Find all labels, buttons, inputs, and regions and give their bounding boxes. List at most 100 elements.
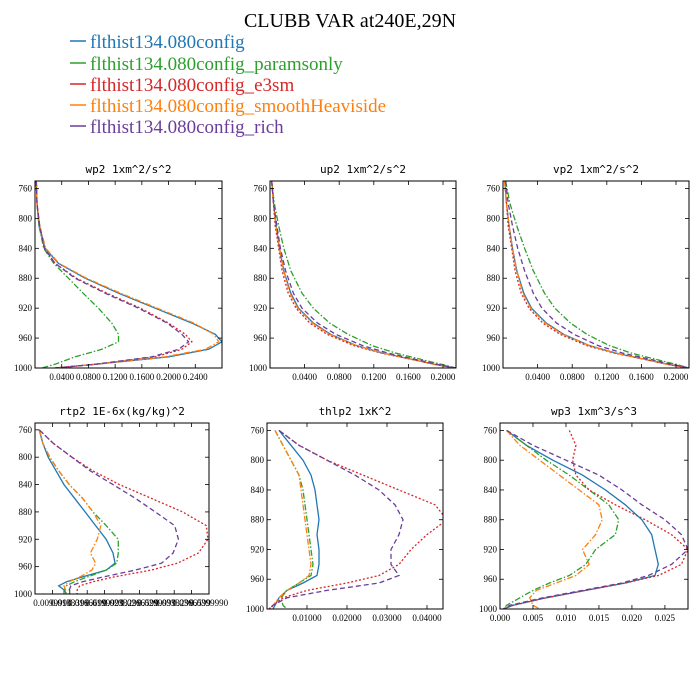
- panel-2-frame: [502, 180, 690, 369]
- panel-0-frame: [34, 180, 223, 369]
- panel-3-xtick-label-6: 0.0299999: [138, 598, 177, 608]
- legend-label-0: flthist134.080config: [90, 32, 245, 53]
- panel-3-line-0: [38, 429, 116, 594]
- panel-0-xtick-label-3: 0.1600: [129, 372, 154, 382]
- panel-2-ytick-label-2: 840: [487, 243, 501, 253]
- panel-0-series: [35, 181, 222, 368]
- panel-3-ytick-label-6: 1000: [14, 589, 33, 599]
- panel-0-xtick-label-5: 0.2400: [183, 372, 208, 382]
- panel-3-xtick-label-1: 0.0133399: [51, 598, 90, 608]
- panel-2-xtick-label-3: 0.1600: [629, 372, 654, 382]
- panel-0-line-1: [35, 181, 120, 368]
- panel-1-line-4: [271, 181, 456, 368]
- panel-0-xtick-label-4: 0.2000: [156, 372, 181, 382]
- panel-0-line-2: [35, 181, 193, 368]
- panel-3-line-4: [38, 429, 180, 594]
- panel-5-line-2: [503, 430, 688, 609]
- panel-0: wp2 1xm^2/s^2 760 800 840 880 920 960 1000 0.040…: [14, 163, 223, 382]
- panel-2-line-2: [504, 181, 689, 368]
- panel-5-series: [502, 429, 688, 609]
- panel-2-title: vp2 1xm^2/s^2: [553, 163, 639, 176]
- panel-2-line-3: [504, 181, 689, 368]
- panel-0-ytick-label-4: 920: [19, 303, 33, 313]
- panel-1-ytick-label-0: 760: [254, 183, 268, 193]
- panel-0-ytick-label-5: 960: [19, 333, 33, 343]
- panel-3-ytick-label-0: 760: [19, 425, 33, 435]
- legend-entry-3: flthist134.080config_smoothHeaviside: [70, 96, 386, 117]
- panel-5-line-1: [502, 429, 620, 609]
- panel-0-line-3: [35, 181, 220, 368]
- panel-3-xtick-label-2: 0.0166699: [68, 598, 107, 608]
- panel-5-xtick-label-2: 0.010: [556, 613, 577, 623]
- panel-1-ytick-label-3: 880: [254, 273, 268, 283]
- panel-4-xtick-label-3: 0.04000: [412, 613, 442, 623]
- panel-2-xtick-label-4: 0.2000: [664, 372, 689, 382]
- panel-2-ytick-label-1: 800: [487, 213, 501, 223]
- panel-1-xtick-label-4: 0.2000: [431, 372, 456, 382]
- panel-5-ytick-label-5: 960: [484, 574, 498, 584]
- legend-entry-2: flthist134.080config_e3sm: [70, 75, 294, 96]
- panel-4-ytick-label-1: 800: [251, 455, 265, 465]
- panel-5-line-3: [506, 429, 603, 609]
- panel-3-xtick-label-4: 0.0233299: [103, 598, 142, 608]
- panel-2-line-4: [504, 181, 689, 368]
- panel-4-xtick-label-1: 0.02000: [332, 613, 362, 623]
- panel-5-ytick-label-2: 840: [484, 485, 498, 495]
- panel-5-ytick-label-6: 1000: [479, 604, 498, 614]
- panel-1-line-2: [271, 181, 456, 368]
- panel-4-line-0: [272, 429, 320, 609]
- panel-2-xtick-label-2: 0.1200: [594, 372, 619, 382]
- panel-5-ytick-label-1: 800: [484, 455, 498, 465]
- panel-4-ytick-label-3: 880: [251, 515, 265, 525]
- panel-5-ytick-label-3: 880: [484, 515, 498, 525]
- panel-5-xtick-label-5: 0.025: [655, 613, 676, 623]
- panel-1-line-1: [271, 181, 456, 368]
- panel-5-xtick-label-1: 0.005: [523, 613, 544, 623]
- panel-2-xtick-label-1: 0.0800: [560, 372, 585, 382]
- panel-5-xtick-label-3: 0.015: [589, 613, 610, 623]
- panel-5-ytick-label-4: 920: [484, 544, 498, 554]
- panel-2-series: [504, 181, 689, 368]
- panel-5: wp3 1xm^3/s^3 760 800 840 880 920 960 10000.000…: [479, 405, 689, 623]
- panel-3-line-1: [38, 429, 119, 594]
- panel-5-xtick-label-0: 0.000: [490, 613, 511, 623]
- legend-label-1: flthist134.080config_paramsonly: [90, 54, 343, 75]
- panels: wp2 1xm^2/s^2 760 800 840 880 920 960 1000 0.040…: [14, 163, 690, 623]
- panel-0-xtick-label-0: 0.0400: [49, 372, 74, 382]
- panel-1-ytick-label-5: 960: [254, 333, 268, 343]
- panel-3: rtp2 1E-6x(kg/kg)^2 760 800 840 880 920 960 100…: [14, 405, 229, 608]
- panel-3-series: [38, 429, 209, 594]
- panel-3-ytick-label-5: 960: [19, 562, 33, 572]
- panel-4: thlp2 1xK^2 760 800 840 880 920 960 1000 0.01000…: [246, 405, 444, 623]
- panel-1-ytick-label-2: 840: [254, 243, 268, 253]
- panel-4-ytick-label-4: 920: [251, 544, 265, 554]
- panel-0-ytick-label-3: 880: [19, 273, 33, 283]
- panel-2: vp2 1xm^2/s^2 760 800 840 880 920 960 1000 0.040…: [482, 163, 690, 382]
- panel-4-frame: [266, 422, 444, 610]
- panel-3-xtick-label-0: 0.0099990: [33, 598, 72, 608]
- panel-4-line-3: [270, 430, 312, 609]
- panel-3-line-2: [38, 429, 209, 594]
- panel-0-title: wp2 1xm^2/s^2: [85, 163, 171, 176]
- panel-5-frame: [499, 422, 689, 610]
- panel-2-ytick-label-4: 920: [487, 303, 501, 313]
- panel-1-title: up2 1xm^2/s^2: [320, 163, 406, 176]
- panel-4-ytick-label-2: 840: [251, 485, 265, 495]
- panel-0-ytick-label-6: 1000: [14, 363, 33, 373]
- panel-4-line-1: [274, 430, 314, 609]
- panel-3-ytick-label-3: 880: [19, 507, 33, 517]
- panel-4-xtick-label-2: 0.03000: [372, 613, 402, 623]
- panel-3-ytick-label-2: 840: [19, 480, 33, 490]
- panel-0-xtick-label-1: 0.0800: [76, 372, 101, 382]
- panel-2-line-0: [504, 181, 689, 368]
- panel-3-ytick-label-1: 800: [19, 452, 33, 462]
- panel-1-xtick-label-0: 0.0400: [292, 372, 317, 382]
- legend-entry-4: flthist134.080config_rich: [70, 117, 284, 138]
- figure-title: CLUBB VAR at240E,29N: [244, 10, 456, 32]
- panel-1-xtick-label-1: 0.0800: [327, 372, 352, 382]
- panel-0-line-4: [35, 181, 190, 368]
- panel-1-ytick-label-1: 800: [254, 213, 268, 223]
- panel-4-ytick-label-0: 760: [251, 425, 265, 435]
- panel-2-xtick-label-0: 0.0400: [525, 372, 550, 382]
